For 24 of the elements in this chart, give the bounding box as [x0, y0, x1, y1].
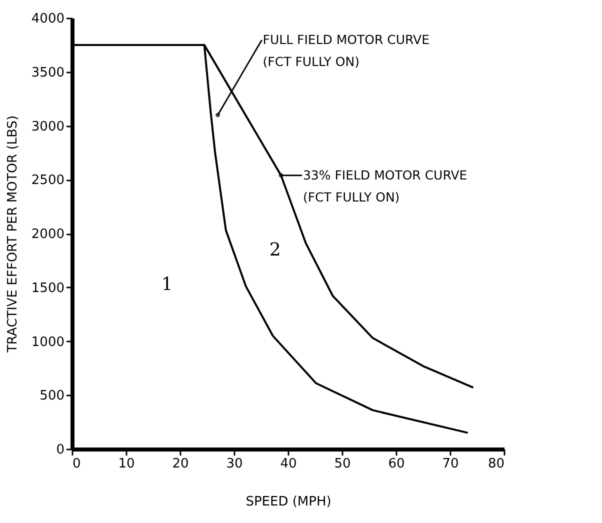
x-axis-title: SPEED (MPH) [246, 494, 332, 510]
y-tick-label: 2500 [31, 173, 64, 188]
annotation: FULL FIELD MOTOR CURVE (FCT FULLY ON) [262, 32, 430, 69]
x-tick-label: 70 [442, 456, 459, 472]
y-tick-label: 3000 [31, 119, 64, 134]
x-tick-label: 80 [488, 456, 504, 472]
x-tick-label: 10 [118, 456, 135, 472]
y-tick-label: 3500 [31, 65, 64, 80]
x-tick-label: 20 [172, 456, 189, 472]
y-tick-label: 0 [56, 442, 64, 458]
y-tick-label: 500 [40, 388, 64, 404]
y-tick-label: 1000 [31, 334, 64, 350]
y-tick-label: 1500 [31, 280, 64, 296]
x-tick-label: 50 [334, 456, 351, 472]
x-tick-label: 0 [72, 456, 81, 472]
x-tick-label: 60 [388, 456, 405, 472]
y-tick-label: 2000 [31, 227, 64, 242]
y-axis-title: TRACTIVE EFFORT PER MOTOR (LBS) [5, 115, 20, 354]
annotation: 1 [161, 274, 173, 296]
annotation: 33% FIELD MOTOR CURVE (FCT FULLY ON) [302, 167, 468, 204]
y-tick-label: 4000 [31, 12, 64, 26]
x-tick-label: 40 [280, 456, 297, 472]
annotation: 2 [269, 240, 281, 261]
x-tick-label: 30 [226, 456, 243, 472]
